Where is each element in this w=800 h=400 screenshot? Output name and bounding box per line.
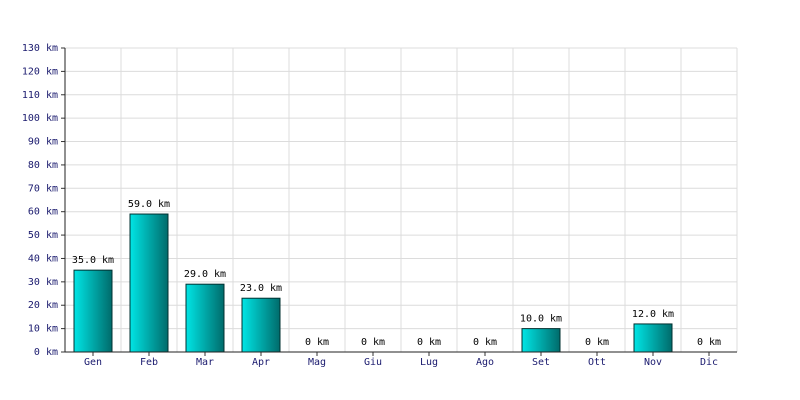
x-tick-label: Ott [588,357,606,368]
x-tick-label: Apr [252,357,270,368]
value-label: 35.0 km [72,255,114,266]
x-tick-label: Nov [644,357,662,368]
x-tick-label: Mag [308,357,326,368]
y-tick-label: 90 km [28,137,58,148]
bar [185,283,225,353]
y-tick-label: 70 km [28,183,58,194]
y-tick-label: 120 km [22,66,58,77]
bar [521,328,561,353]
y-tick-label: 40 km [28,253,58,264]
x-tick-label: Dic [700,357,718,368]
value-label: 0 km [585,337,609,348]
x-tick-label: Set [532,357,550,368]
value-label: 0 km [697,337,721,348]
value-label: 0 km [473,337,497,348]
value-label: 29.0 km [184,269,226,280]
x-tick-label: Ago [476,357,494,368]
y-tick-label: 0 km [34,347,58,358]
y-tick-label: 130 km [22,43,58,54]
y-tick-label: 30 km [28,277,58,288]
y-tick-label: 10 km [28,324,58,335]
value-label: 0 km [305,337,329,348]
y-tick-label: 80 km [28,160,58,171]
x-tick-label: Mar [196,357,214,368]
x-tick-label: Lug [420,357,438,368]
y-tick-label: 110 km [22,90,58,101]
y-tick-label: 60 km [28,207,58,218]
value-label: 0 km [417,337,441,348]
value-label: 12.0 km [632,309,674,320]
y-tick-label: 20 km [28,300,58,311]
value-label: 0 km [361,337,385,348]
x-tick-label: Gen [84,357,102,368]
value-label: 23.0 km [240,283,282,294]
bar [633,323,673,353]
y-tick-label: 50 km [28,230,58,241]
y-tick-label: 100 km [22,113,58,124]
bar [129,213,169,353]
value-label: 59.0 km [128,199,170,210]
bar [73,269,113,353]
value-label: 10.0 km [520,314,562,325]
bar [241,297,281,353]
x-tick-label: Giu [364,357,382,368]
x-tick-label: Feb [140,357,158,368]
